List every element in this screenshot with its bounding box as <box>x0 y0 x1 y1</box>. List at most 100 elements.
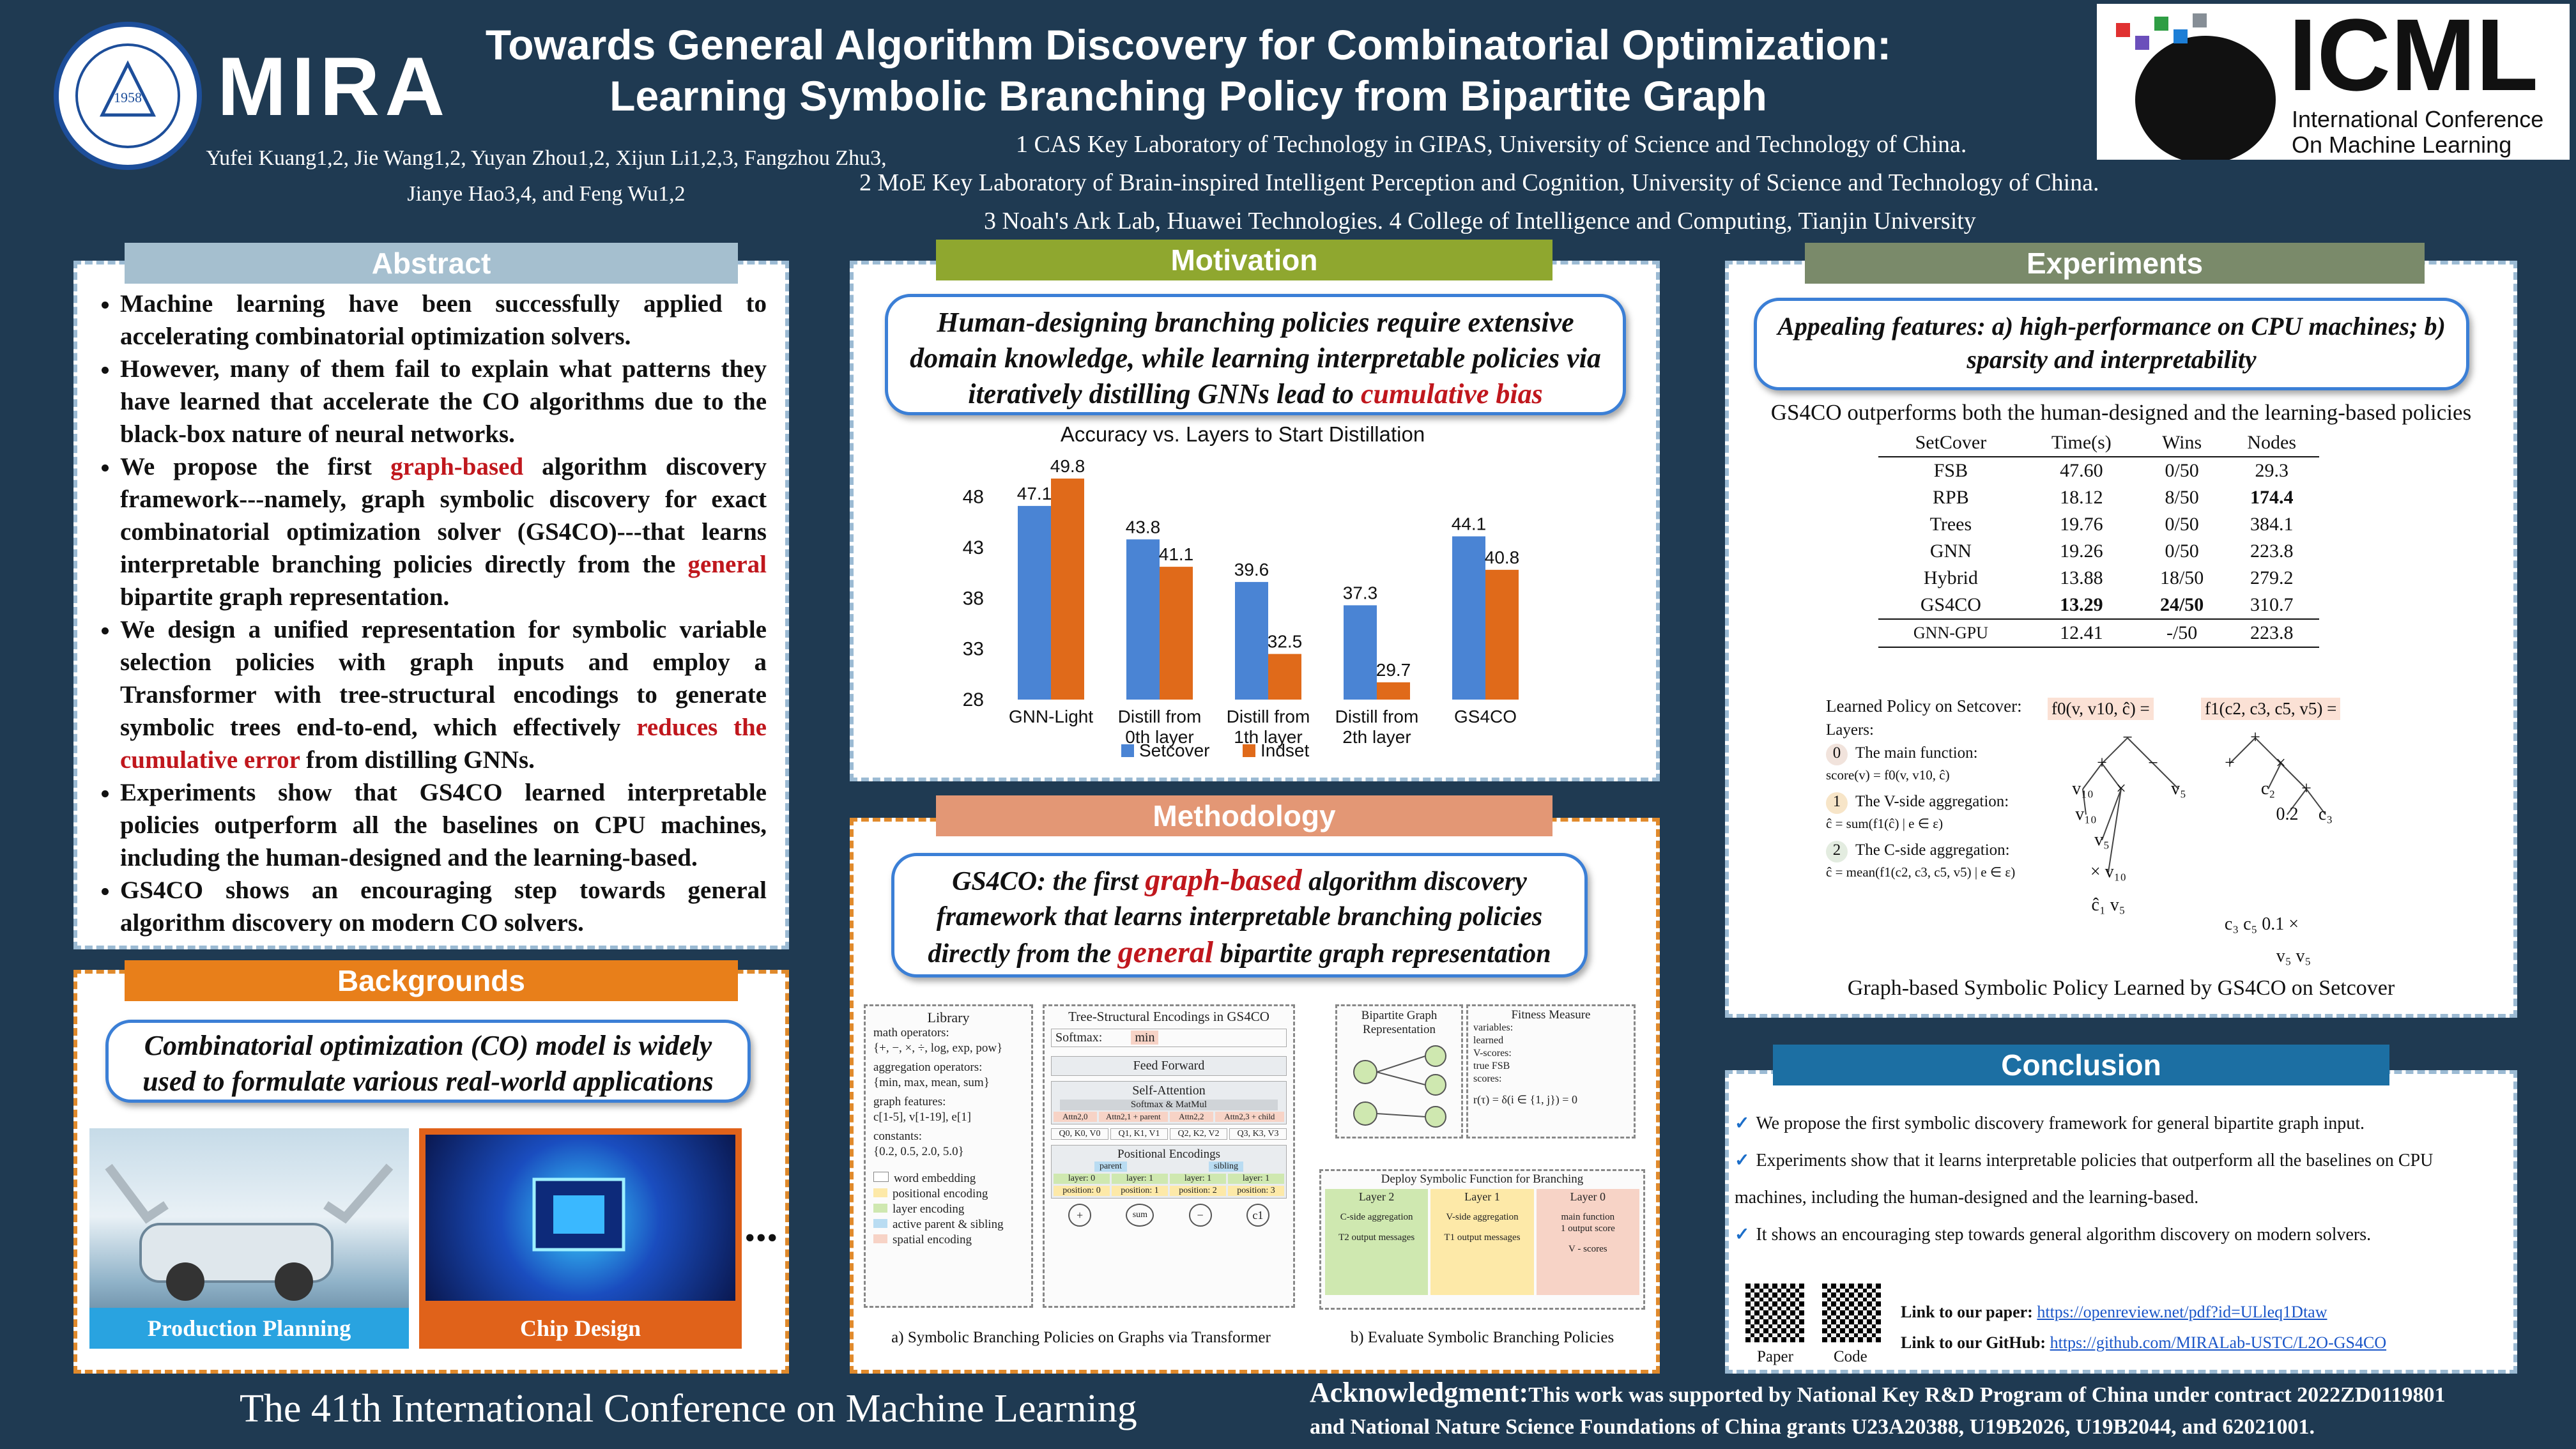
c-agg: C-side aggregation <box>1340 1212 1413 1222</box>
deploy-title: Deploy Symbolic Function for Branching <box>1381 1172 1584 1186</box>
tree-node: × v₁₀ <box>2090 862 2126 882</box>
code-link[interactable]: https://github.com/MIRALab-USTC/L2O-GS4C… <box>2050 1333 2387 1352</box>
table-cell: 384.1 <box>2250 514 2294 535</box>
affiliation-2: 2 MoE Key Laboratory of Brain-inspired I… <box>859 169 2099 196</box>
legend-text: word embedding <box>894 1172 976 1185</box>
table-cell: 310.7 <box>2250 594 2294 615</box>
conclusion-body: ✓ We propose the first symbolic discovery… <box>1735 1105 2501 1254</box>
layer-badge: 2 <box>1826 841 1848 862</box>
motivation-heading: Motivation <box>936 240 1552 280</box>
layer-1-row: 1 The V-side aggregation: <box>1826 792 2037 814</box>
lib-const-values: {0.2, 0.5, 2.0, 5.0} <box>873 1145 964 1158</box>
layer-badge: 0 <box>1826 744 1848 765</box>
x-tick-label: GNN-Light <box>1009 707 1093 726</box>
x-tick-label: Distill from <box>1227 707 1310 726</box>
abstract-point-5: Experiments show that GS4CO learned inte… <box>120 776 767 874</box>
methodology-heading: Methodology <box>936 795 1552 836</box>
bar-indset <box>1485 569 1519 700</box>
abstract-point-1: Machine learning have been successfully … <box>120 288 767 353</box>
legend-word-embedding: word embedding <box>873 1171 1023 1186</box>
layer-0-formula: score(v) = f0(v, v10, ĉ) <box>1826 767 1950 783</box>
column-header: Wins <box>2162 432 2202 453</box>
affiliation-3: 3 Noah's Ark Lab, Huawei Technologies. 4… <box>984 208 1976 234</box>
table-cell: Trees <box>1929 514 1972 535</box>
tree-node: 0.2 <box>2276 804 2299 824</box>
table-row: GS4CO 13.29 24/50 310.7 <box>1878 592 2319 619</box>
check-icon: ✓ <box>1735 1225 1750 1245</box>
softmax-value: min <box>1131 1031 1159 1045</box>
fit-formula: r(τ) = δ(i ∈ {1, j}) = 0 <box>1473 1093 1577 1106</box>
qkv-cell: Q2, K2, V2 <box>1170 1128 1227 1140</box>
code-qr-code[interactable] <box>1820 1281 1883 1345</box>
token-node: − <box>1188 1204 1212 1227</box>
paper-qr-code[interactable] <box>1743 1281 1807 1345</box>
layers-label: Layers: <box>1826 721 1874 739</box>
f1-label: f1(c2, c3, c5, v5) = <box>2201 698 2341 720</box>
token-node: + <box>1068 1204 1092 1227</box>
ustc-logo: 1958 <box>45 19 211 172</box>
bgr-title: Bipartite Graph Representation <box>1361 1009 1438 1036</box>
column-header: Nodes <box>2247 432 2297 453</box>
table-cell: GS4CO <box>1920 594 1981 615</box>
ack-line-1: Acknowledgment:This work was supported b… <box>1310 1377 2536 1411</box>
results-table: SetCover Time(s) Wins Nodes FSB 47.60 0/50… <box>1878 429 2319 648</box>
paper-link[interactable]: https://openreview.net/pdf?id=ULleq1Dtaw <box>2037 1303 2327 1321</box>
data-label: 43.8 <box>1126 517 1161 537</box>
attn-row: Attn2,0 Attn2,1 + parent Attn2,2 Attn2,3… <box>1054 1112 1284 1122</box>
backgrounds-callout: Combinatorial optimization (CO) model is… <box>105 1020 751 1103</box>
highlight-cumulative-bias: cumulative bias <box>1360 378 1543 410</box>
legend-text: spatial encoding <box>893 1233 972 1246</box>
tree-node: + <box>2225 753 2235 773</box>
tree-node: v₅ v₅ <box>2276 946 2312 966</box>
svg-text:1958: 1958 <box>114 89 142 105</box>
t1-out: T1 output messages <box>1444 1232 1521 1243</box>
tree-node: v₅ <box>2171 779 2186 799</box>
production-planning-image: Production Planning <box>89 1128 409 1349</box>
feed-forward: Feed Forward <box>1051 1056 1287 1076</box>
chip-design-label: Chip Design <box>519 1315 641 1341</box>
ack-line-2: and National Nature Science Foundations … <box>1310 1415 2315 1439</box>
table-cell: 223.8 <box>2250 540 2294 562</box>
data-label: 40.8 <box>1485 548 1520 567</box>
tree-node: + <box>2250 728 2260 747</box>
self-attention-label: Self-Attention <box>1132 1084 1206 1098</box>
qkv-cell: Q1, K1, V1 <box>1110 1128 1168 1140</box>
x-tick-label: GS4CO <box>1454 707 1517 726</box>
text: algorithm discovery framework that learn… <box>928 867 1543 969</box>
lib-const: constants: <box>873 1130 922 1143</box>
poster-title: Towards General Algorithm Discovery for … <box>358 19 2019 121</box>
caption-a: a) Symbolic Branching Policies on Graphs… <box>891 1329 1271 1346</box>
data-label: 49.8 <box>1050 456 1085 476</box>
check-icon: ✓ <box>1735 1151 1750 1170</box>
tree-node: v₁₀ <box>2075 804 2097 824</box>
table-cell: 279.2 <box>2250 567 2294 588</box>
out-score: 1 output score <box>1560 1223 1615 1234</box>
authors-line-2: Jianye Hao3,4, and Feng Wu1,2 <box>407 182 686 206</box>
table-cell: 0/50 <box>2165 514 2199 535</box>
tree-node: + <box>2097 753 2107 773</box>
data-label: 47.1 <box>1017 484 1052 503</box>
bar-indset <box>1051 479 1084 700</box>
icml-sub-2: On Machine Learning <box>2292 132 2512 158</box>
results-table-wrap: SetCover Time(s) Wins Nodes FSB 47.60 0/50… <box>1878 429 2319 648</box>
deploy-layer-2: Layer 2 C-side aggregation T2 output mes… <box>1325 1189 1429 1295</box>
table-cell: 18.12 <box>2060 487 2103 508</box>
paper-link-label: Link to our paper: <box>1901 1303 2033 1321</box>
lib-agg-values: {min, max, mean, sum} <box>873 1076 990 1089</box>
table-cell: Hybrid <box>1923 567 1978 588</box>
lib-math: math operators: <box>873 1026 949 1039</box>
legend-layer-encoding: layer encoding <box>873 1202 1023 1217</box>
pe-cell: position: 1 <box>1112 1186 1168 1196</box>
title-line-2: Learning Symbolic Branching Policy from … <box>610 72 1767 119</box>
icml-logo: ICML International Conference On Machine… <box>2097 4 2570 160</box>
tree-node: − <box>2122 728 2133 747</box>
text: We design a unified representation for s… <box>120 616 767 741</box>
conference-footer: The 41th International Conference on Mac… <box>240 1387 1137 1430</box>
motivation-callout: Human-designing branching policies requi… <box>885 294 1626 415</box>
authors: Yufei Kuang1,2, Jie Wang1,2, Yuyan Zhou1… <box>179 141 914 212</box>
text: We propose the first <box>120 453 391 480</box>
x-tick-label: Distill from <box>1335 707 1419 726</box>
legend-text: active parent & sibling <box>893 1218 1004 1231</box>
layer-label: Layer 1 <box>1464 1190 1500 1203</box>
fit-vscores: V-scores: <box>1473 1048 1512 1059</box>
